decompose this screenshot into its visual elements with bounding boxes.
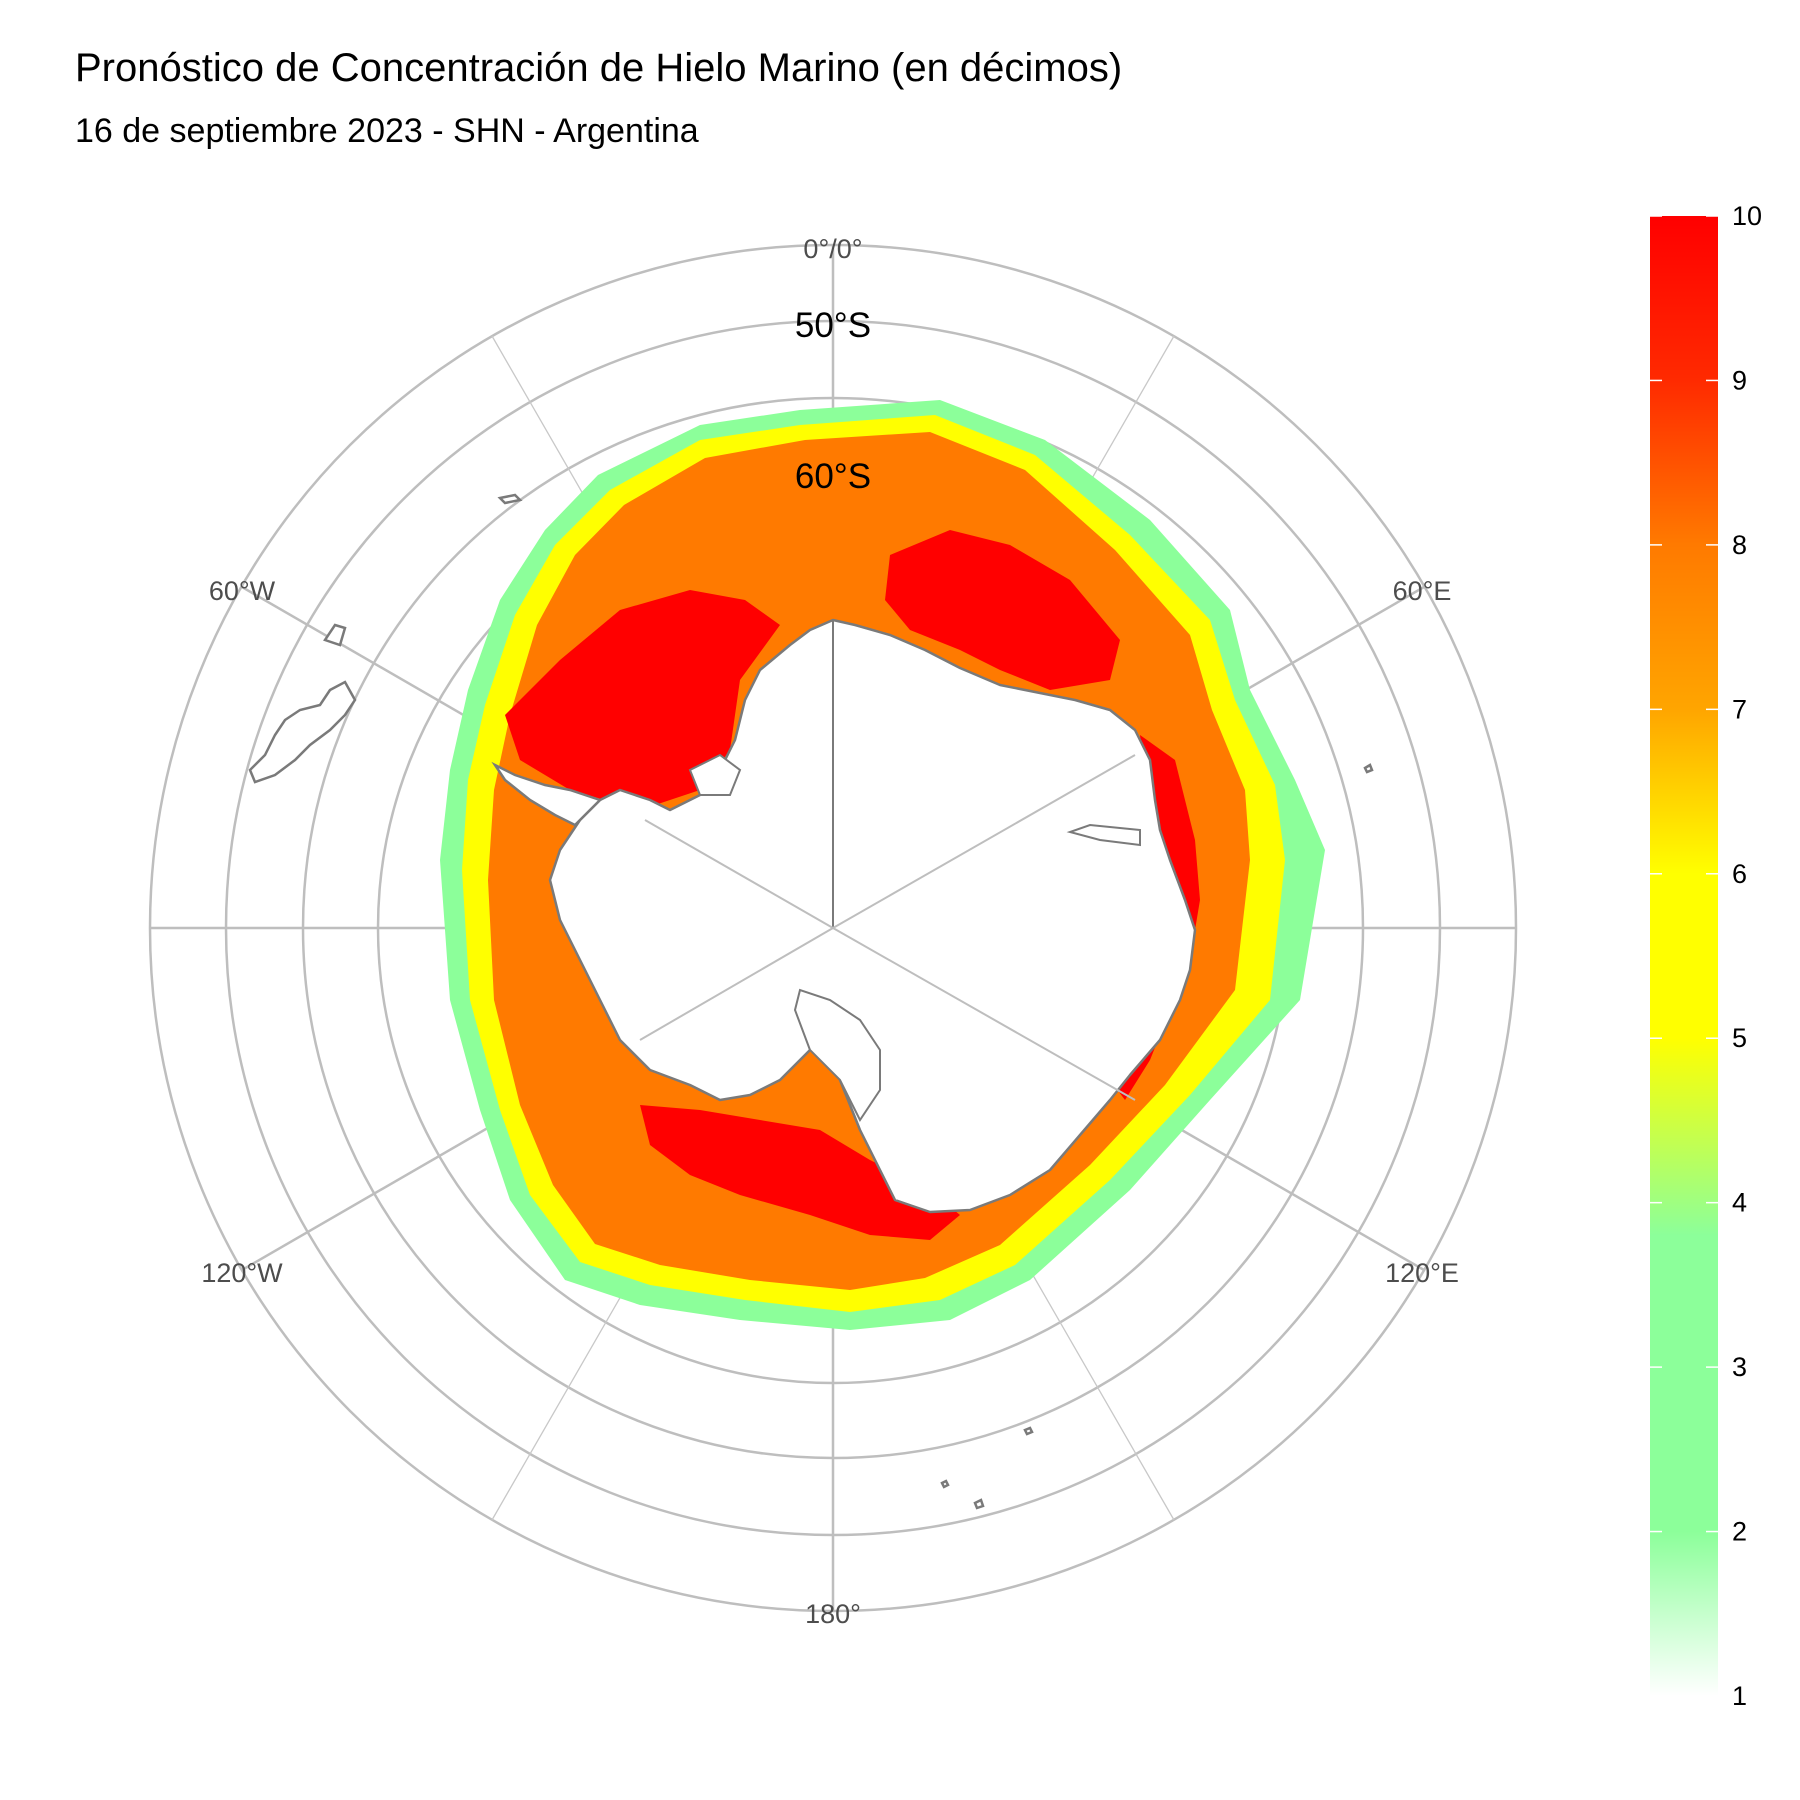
colorbar-tick-label: 2	[1732, 1517, 1747, 1547]
antarctica	[491, 618, 1197, 1214]
amery-ice-shelf	[1066, 823, 1141, 847]
meridian-over-land	[832, 927, 1136, 1101]
meridian-over-land	[832, 754, 1136, 929]
colorbar-tick-label: 4	[1732, 1188, 1747, 1218]
antarctic-peninsula	[491, 761, 603, 827]
lat-label-50s: 50°S	[795, 306, 871, 345]
colorbar-tick-label: 6	[1732, 859, 1747, 889]
colorbar-tick-label: 3	[1732, 1352, 1747, 1382]
lon-label-120e: 120°E	[1385, 1258, 1459, 1288]
ice-core-very-high	[885, 530, 1120, 690]
campbell-island	[973, 1498, 985, 1510]
colorbar: 1 2 3 4 5 6 7 8 9 10	[1650, 201, 1762, 1711]
lon-label-180: 180°	[805, 1599, 861, 1629]
lon-label-120w: 120°W	[201, 1258, 283, 1288]
kerguelen-island	[1363, 763, 1374, 774]
antarctica-landmass	[548, 618, 1197, 1214]
coastlines-other	[248, 493, 1374, 1510]
colorbar-bar	[1650, 216, 1718, 1696]
falkland-islands	[323, 623, 347, 647]
longitude-labels: 0°/0° 60°E 120°E 180° 120°W 60°W	[201, 234, 1459, 1629]
south-america-tip	[248, 680, 357, 784]
lat-label-60s: 60°S	[795, 457, 871, 496]
meridian-over-land	[639, 927, 834, 1041]
map-subtitle: 16 de septiembre 2023 - SHN - Argentina	[75, 112, 699, 150]
lon-label-60e: 60°E	[1393, 576, 1452, 606]
macquarie-island	[940, 1479, 950, 1489]
lon-label-0: 0°/0°	[803, 234, 862, 264]
lon-label-60w: 60°W	[209, 576, 276, 606]
ice-core-very-high	[505, 590, 780, 810]
colorbar-tick-label: 8	[1732, 530, 1747, 560]
south-georgia	[497, 493, 523, 505]
meridian-over-land	[644, 819, 834, 929]
colorbar-tick-label: 10	[1732, 201, 1762, 231]
colorbar-tick-label: 9	[1732, 365, 1747, 395]
colorbar-ticks: 1 2 3 4 5 6 7 8 9 10	[1650, 201, 1762, 1711]
weddell-ice-shelf	[688, 753, 742, 796]
balleny-islands	[1023, 1426, 1034, 1436]
ross-ice-shelf	[793, 988, 881, 1122]
colorbar-tick-label: 7	[1732, 694, 1747, 724]
map-title: Pronóstico de Concentración de Hielo Mar…	[75, 46, 1123, 90]
colorbar-tick-label: 5	[1732, 1023, 1747, 1053]
ice-core-very-high	[640, 1105, 960, 1240]
latitude-labels: 50°S 60°S	[795, 306, 871, 496]
colorbar-tick-label: 1	[1732, 1681, 1747, 1711]
